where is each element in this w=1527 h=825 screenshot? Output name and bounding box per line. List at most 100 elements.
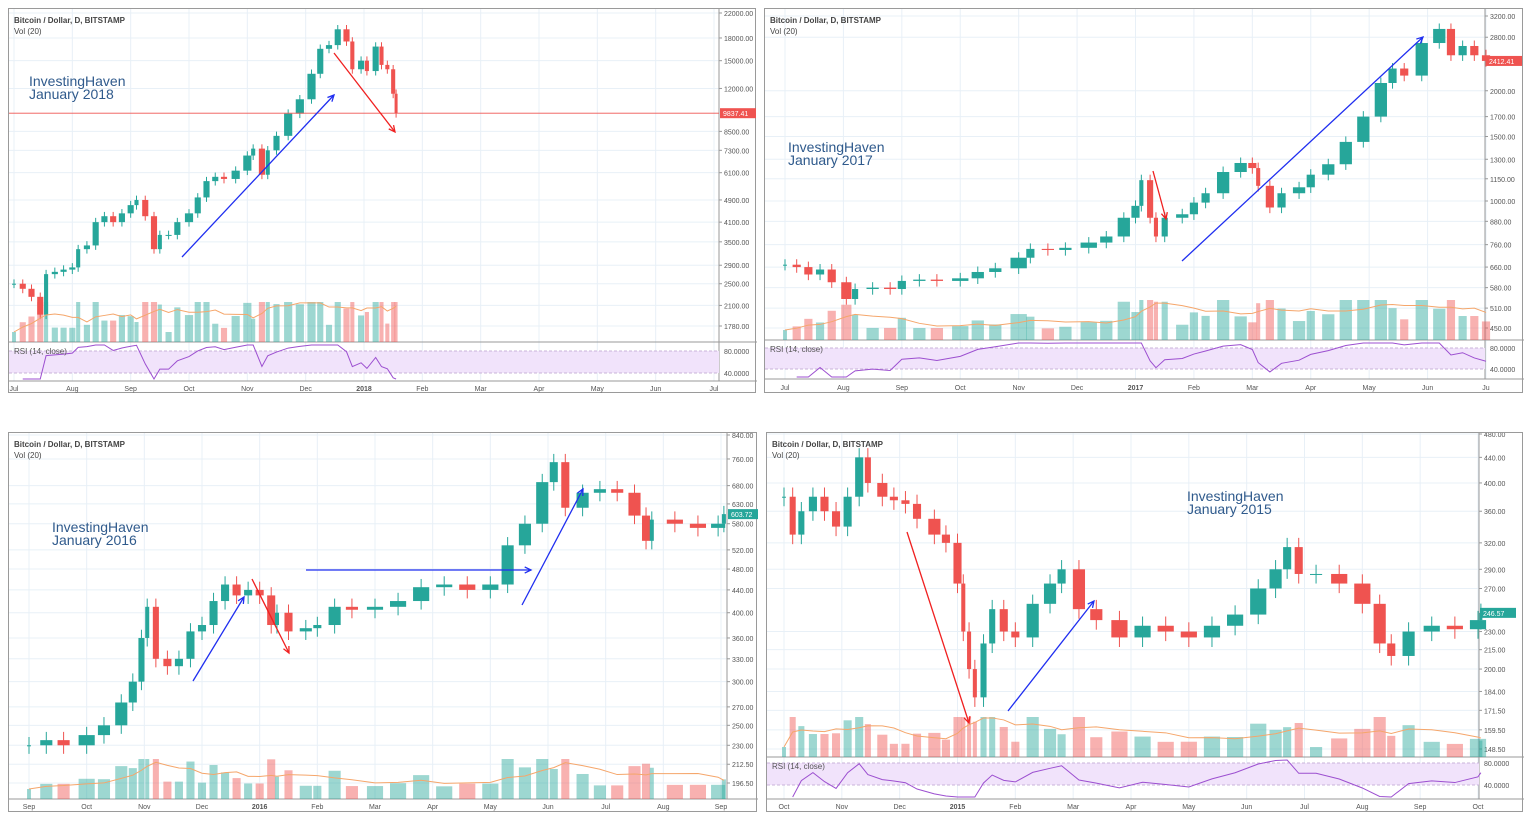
volume-bar — [1010, 314, 1027, 340]
rsi-band — [767, 763, 1479, 785]
candle-body — [69, 267, 76, 270]
candle-body — [97, 725, 111, 736]
y-tick-label: 880.00 — [1490, 219, 1512, 226]
volume-bar — [197, 782, 207, 799]
volume-bar — [953, 717, 962, 757]
volume-ma-line — [783, 717, 1482, 748]
volume-bar — [101, 320, 108, 342]
volume-bar — [1043, 728, 1057, 757]
volume-bar — [561, 759, 570, 799]
candle-body — [110, 216, 117, 223]
annotation-date: January 2016 — [52, 532, 137, 548]
candle-body — [295, 99, 304, 114]
candle-body — [980, 643, 987, 698]
volume-bar — [1458, 316, 1467, 340]
y-tick-label: 760.00 — [1490, 243, 1512, 250]
volume-bar — [1203, 736, 1221, 757]
candle-body — [1331, 573, 1348, 584]
volume-bar — [897, 317, 906, 340]
arrow-head-icon — [1160, 212, 1168, 221]
volume-bar — [1227, 736, 1244, 757]
chart-panel-2015: 480.00 440.00 400.00 360.00 320.00 290.00 270.… — [766, 432, 1524, 812]
candle-body — [83, 245, 90, 250]
volume-bar — [808, 734, 817, 757]
candle-body — [884, 287, 897, 290]
volume-bar — [118, 315, 125, 342]
volume-bar — [459, 783, 476, 799]
x-tick-label: Aug — [837, 385, 850, 392]
candle-body — [666, 519, 683, 524]
candle-body — [913, 279, 926, 281]
volume-bar — [1201, 315, 1210, 340]
x-tick-label: 2015 — [950, 804, 966, 811]
candle-body — [928, 518, 941, 535]
volume-bar — [798, 726, 805, 757]
candle-body — [536, 482, 549, 524]
volume-bar — [989, 717, 996, 757]
volume-bar — [372, 302, 379, 342]
x-tick-label: Dec — [893, 804, 906, 811]
volume-bar — [1080, 322, 1097, 340]
symbol-title: Bitcoin / Dollar, D, BITSTAMP — [14, 440, 125, 449]
candle-body — [1388, 68, 1397, 83]
volume-bar — [864, 724, 871, 757]
candle-body — [1011, 631, 1020, 638]
candle-body — [1357, 116, 1370, 142]
volume-bar — [1111, 731, 1128, 757]
candle-body — [1216, 172, 1230, 194]
volume-bar — [721, 779, 726, 799]
volume-bar — [325, 324, 333, 342]
annotation-brand: InvestingHaven — [788, 139, 885, 155]
candle-body — [952, 278, 969, 281]
candle-body — [165, 234, 172, 236]
candle-body — [1010, 257, 1027, 269]
volume-bar — [1090, 737, 1103, 757]
volume-bar — [385, 323, 390, 342]
y-tick-label: 2900.00 — [724, 263, 749, 270]
candle-body — [184, 213, 194, 223]
rsi-tick-label: 80.0000 — [1484, 761, 1509, 768]
x-tick-label: Oct — [1473, 804, 1484, 811]
candle-body — [328, 606, 341, 626]
candle-body — [1041, 248, 1055, 250]
candle-body — [1090, 609, 1103, 621]
symbol-title: Bitcoin / Dollar, D, BITSTAMP — [14, 16, 125, 25]
volume-bar — [115, 766, 128, 799]
y-tick-label: 196.50 — [732, 781, 754, 788]
volume-bar — [641, 763, 651, 799]
candle-body — [1446, 28, 1456, 56]
rsi-label: RSI (14, close) — [770, 345, 823, 354]
chart-panel-2016: 840.00 760.00 680.00 630.00 580.00 520.00 480.… — [8, 432, 758, 812]
x-tick-label: 2016 — [252, 804, 268, 811]
candle-body — [345, 606, 358, 610]
last-price-badge — [1486, 55, 1522, 66]
volume-bar — [1250, 723, 1267, 757]
volume-bar — [989, 324, 1002, 340]
volume-bar — [1026, 717, 1039, 757]
candle-body — [783, 264, 787, 266]
volume-bar — [783, 330, 787, 340]
volume-bar — [44, 302, 49, 342]
volume-bar — [1402, 725, 1415, 757]
candle-body — [101, 216, 108, 223]
x-tick-label: Jun — [542, 804, 553, 811]
y-tick-label: 148.50 — [1484, 747, 1506, 754]
rsi-line — [22, 344, 397, 380]
x-tick-label: Dec — [1071, 385, 1084, 392]
y-tick-label: 12000.00 — [724, 86, 753, 93]
candle-body — [1189, 202, 1199, 215]
candle-body — [1423, 625, 1440, 632]
volume-bar — [852, 314, 859, 340]
candle-body — [1234, 162, 1247, 172]
rsi-tick-label: 40.0000 — [724, 371, 749, 378]
x-tick-label: Aug — [1356, 804, 1369, 811]
candle-body — [1080, 242, 1097, 248]
candle-body — [313, 625, 322, 629]
chart-svg: 3200.00 2800.00 2000.00 1700.00 1500.00 1300.… — [765, 9, 1524, 392]
candle-body — [232, 584, 241, 596]
y-tick-label: 7300.00 — [724, 148, 749, 155]
candle-body — [284, 612, 293, 632]
volume-bar — [928, 732, 941, 757]
candle-body — [789, 496, 796, 535]
volume-bar — [1234, 316, 1247, 340]
